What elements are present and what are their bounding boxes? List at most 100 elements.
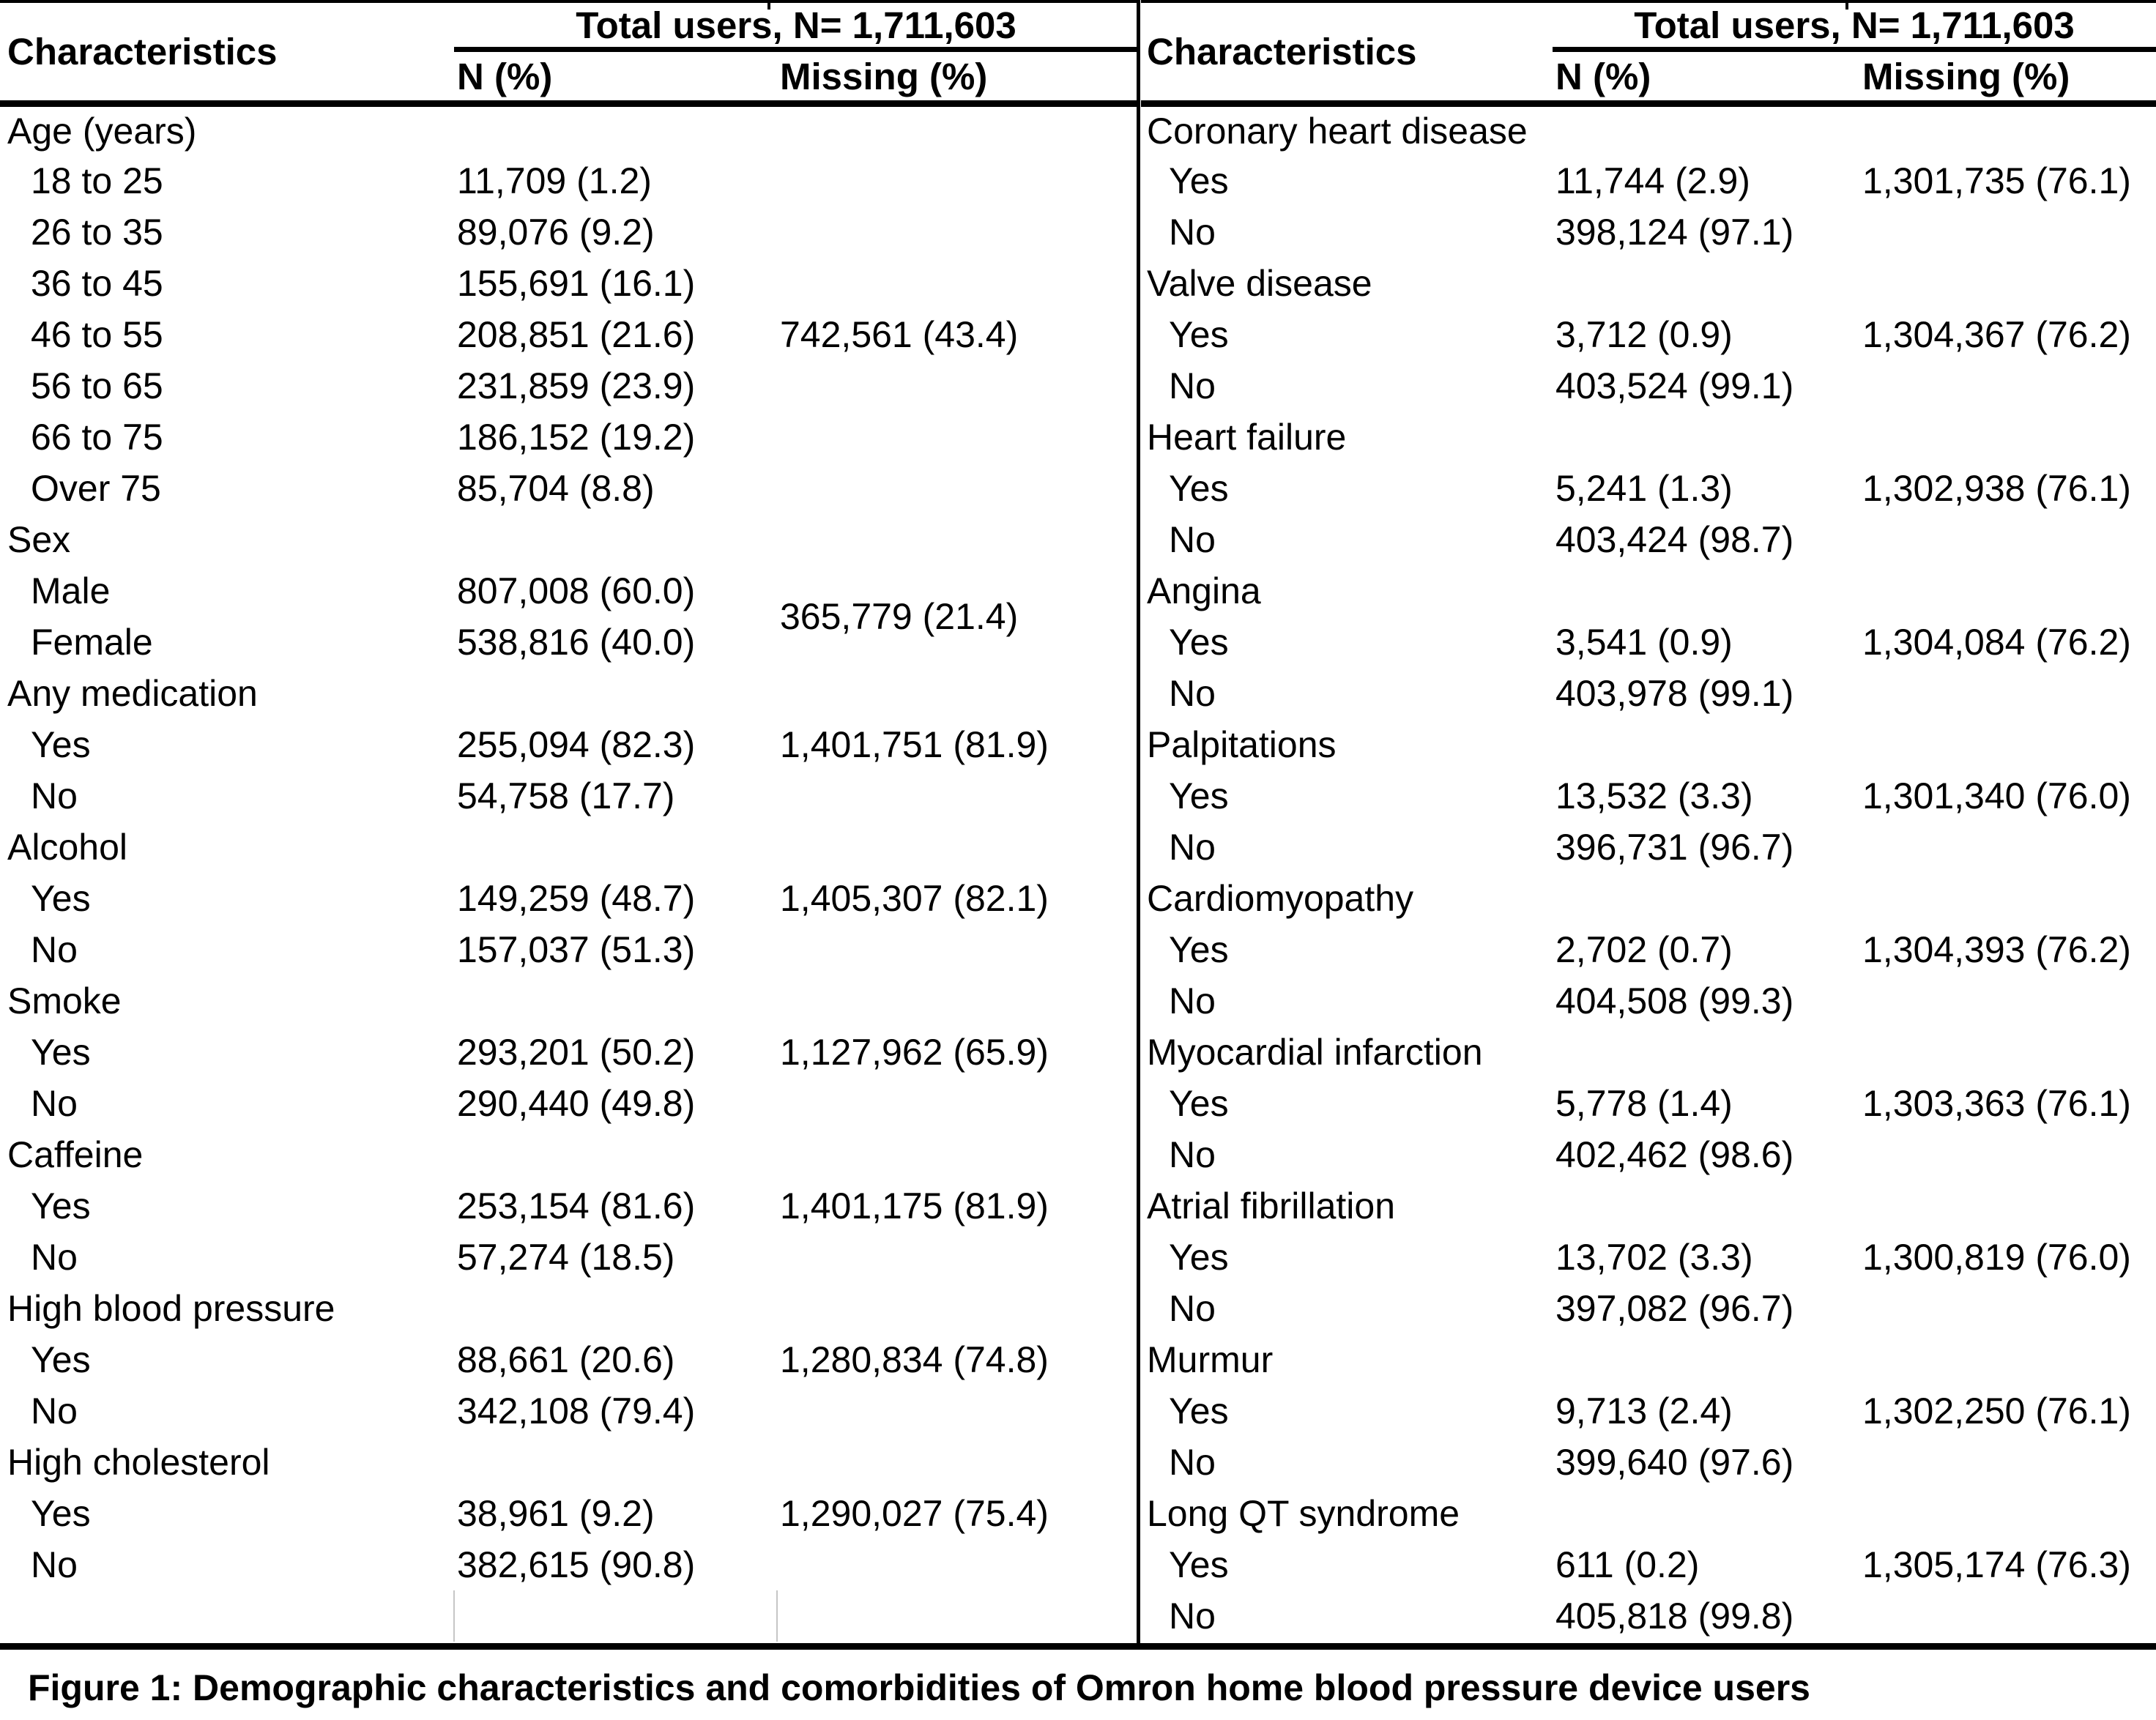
characteristic-item-label: Yes	[1169, 1236, 1229, 1278]
missing-percent-empty	[1859, 360, 2156, 412]
n-percent-value: 186,152 (19.2)	[457, 416, 696, 458]
n-percent-header: N (%)	[1553, 49, 1859, 107]
n-percent-header: N (%)	[454, 49, 777, 107]
table-header-left: Characteristics Total users, N= 1,711,60…	[0, 1, 1138, 107]
n-percent-value: 89,076 (9.2)	[457, 211, 655, 253]
characteristic-item-label: Yes	[1169, 775, 1229, 816]
missing-percent-empty	[777, 770, 1138, 822]
table-header-right: Characteristics Total users, N= 1,711,60…	[1141, 1, 2156, 107]
characteristic-group-row: Caffeine	[0, 1129, 1138, 1180]
characteristic-group-label: Angina	[1147, 570, 1261, 611]
characteristic-group-label: Myocardial infarction	[1147, 1031, 1483, 1073]
characteristic-item-label: No	[31, 1544, 78, 1585]
characteristic-item-label: Yes	[31, 1185, 91, 1226]
characteristic-item-row: 36 to 45 155,691 (16.1)	[0, 258, 1138, 309]
characteristic-item-label: 56 to 65	[31, 365, 163, 406]
characteristic-item-label: No	[31, 775, 78, 816]
characteristic-item-row: Yes 149,259 (48.7) 1,405,307 (82.1)	[0, 873, 1138, 924]
characteristic-item-row: Yes 2,702 (0.7) 1,304,393 (76.2)	[1141, 924, 2156, 975]
characteristic-item-row: Yes 3,541 (0.9) 1,304,084 (76.2)	[1141, 617, 2156, 668]
missing-percent-empty	[1859, 1590, 2156, 1642]
missing-percent-value: 1,300,819 (76.0)	[1862, 1236, 2131, 1278]
characteristic-item-row: Yes 13,532 (3.3) 1,301,340 (76.0)	[1141, 770, 2156, 822]
n-percent-value: 57,274 (18.5)	[457, 1236, 675, 1278]
characteristic-item-row: Yes 11,744 (2.9) 1,301,735 (76.1)	[1141, 155, 2156, 206]
missing-percent-value: 742,561 (43.4)	[780, 313, 1019, 355]
missing-percent-empty	[1859, 514, 2156, 565]
characteristic-item-label: No	[1169, 1287, 1216, 1329]
characteristic-group-row: Long QT syndrome	[1141, 1488, 2156, 1539]
characteristic-item-row: Yes 3,712 (0.9) 1,304,367 (76.2)	[1141, 309, 2156, 360]
characteristic-group-row: Valve disease	[1141, 258, 2156, 309]
characteristic-group-label: Alcohol	[7, 826, 127, 868]
n-percent-value: 404,508 (99.3)	[1555, 980, 1794, 1021]
n-percent-value: 398,124 (97.1)	[1555, 211, 1794, 253]
missing-percent-value: 1,301,735 (76.1)	[1862, 160, 2131, 201]
missing-percent-value: 1,303,363 (76.1)	[1862, 1082, 2131, 1124]
characteristic-group-row: Sex	[0, 514, 1138, 565]
characteristic-item-label: Yes	[31, 877, 91, 919]
n-percent-value: 149,259 (48.7)	[457, 877, 696, 919]
characteristic-item-row: Yes 5,778 (1.4) 1,303,363 (76.1)	[1141, 1078, 2156, 1129]
n-percent-value: 402,462 (98.6)	[1555, 1133, 1794, 1175]
characteristic-item-row: Female 538,816 (40.0)	[0, 617, 1138, 668]
characteristic-group-row: Heart failure	[1141, 412, 2156, 463]
n-percent-value: 11,744 (2.9)	[1555, 160, 1750, 201]
missing-percent-header: Missing (%)	[1859, 49, 2156, 107]
n-percent-value: 611 (0.2)	[1555, 1544, 1700, 1585]
table-body-left: Age (years) 18 to 25 11,709 (1.2) 742,561 (…	[0, 104, 1138, 1642]
empty-cell	[776, 1590, 1138, 1642]
characteristic-item-label: Yes	[1169, 928, 1229, 970]
n-percent-value: 155,691 (16.1)	[457, 262, 696, 304]
characteristic-group-label: Caffeine	[7, 1133, 144, 1175]
characteristic-group-label: Heart failure	[1147, 416, 1347, 458]
n-percent-value: 13,532 (3.3)	[1555, 775, 1753, 816]
missing-percent-empty	[1859, 975, 2156, 1027]
characteristic-group-row: Murmur	[1141, 1334, 2156, 1385]
figure-caption: Figure 1: Demographic characteristics an…	[28, 1667, 1810, 1708]
characteristics-header: Characteristics	[0, 1, 454, 107]
n-percent-value: 208,851 (21.6)	[457, 313, 696, 355]
n-percent-value: 13,702 (3.3)	[1555, 1236, 1753, 1278]
characteristic-item-label: 36 to 45	[31, 262, 163, 304]
missing-percent-empty	[777, 1232, 1138, 1283]
characteristic-item-label: Over 75	[31, 467, 161, 509]
missing-percent-header: Missing (%)	[777, 49, 1138, 107]
missing-percent-value: 1,127,962 (65.9)	[780, 1031, 1049, 1073]
characteristic-item-label: No	[31, 928, 78, 970]
n-percent-value: 5,241 (1.3)	[1555, 467, 1733, 509]
characteristic-item-row: No 405,818 (99.8)	[1141, 1590, 2156, 1642]
characteristic-item-row: No 54,758 (17.7)	[0, 770, 1138, 822]
n-percent-value: 54,758 (17.7)	[457, 775, 675, 816]
characteristic-item-label: No	[31, 1082, 78, 1124]
characteristic-group-row: Cardiomyopathy	[1141, 873, 2156, 924]
missing-percent-value: 1,302,938 (76.1)	[1862, 467, 2131, 509]
missing-percent-empty	[1859, 668, 2156, 719]
missing-percent-empty	[777, 1539, 1138, 1590]
missing-percent-value: 1,280,834 (74.8)	[780, 1339, 1049, 1380]
n-percent-value: 5,778 (1.4)	[1555, 1082, 1733, 1124]
characteristic-group-label: Palpitations	[1147, 723, 1337, 765]
total-users-header: Total users, N= 1,711,603	[454, 1, 1138, 52]
characteristic-group-label: Valve disease	[1147, 262, 1372, 304]
characteristic-item-label: No	[1169, 365, 1216, 406]
missing-percent-value: 1,290,027 (75.4)	[780, 1492, 1049, 1534]
characteristic-item-row: No 157,037 (51.3)	[0, 924, 1138, 975]
characteristic-item-label: Yes	[31, 1339, 91, 1380]
missing-percent-empty	[1859, 1129, 2156, 1180]
characteristic-item-label: No	[1169, 211, 1216, 253]
characteristic-item-label: No	[1169, 980, 1216, 1021]
characteristic-group-label: Smoke	[7, 980, 122, 1021]
missing-percent-value: 1,304,367 (76.2)	[1862, 313, 2131, 355]
n-percent-value: 403,978 (99.1)	[1555, 672, 1794, 714]
characteristic-item-row: Yes 5,241 (1.3) 1,302,938 (76.1)	[1141, 463, 2156, 514]
n-percent-value: 85,704 (8.8)	[457, 467, 655, 509]
characteristic-item-row: Yes 88,661 (20.6) 1,280,834 (74.8)	[0, 1334, 1138, 1385]
characteristic-group-label: Any medication	[7, 672, 258, 714]
characteristic-item-row: Over 75 85,704 (8.8)	[0, 463, 1138, 514]
column-tick-artifact	[767, 0, 770, 10]
characteristic-item-row: 18 to 25 11,709 (1.2) 742,561 (43.4)	[0, 155, 1138, 355]
characteristic-item-row: No 404,508 (99.3)	[1141, 975, 2156, 1027]
characteristic-item-label: No	[1169, 1441, 1216, 1483]
n-percent-value: 399,640 (97.6)	[1555, 1441, 1794, 1483]
